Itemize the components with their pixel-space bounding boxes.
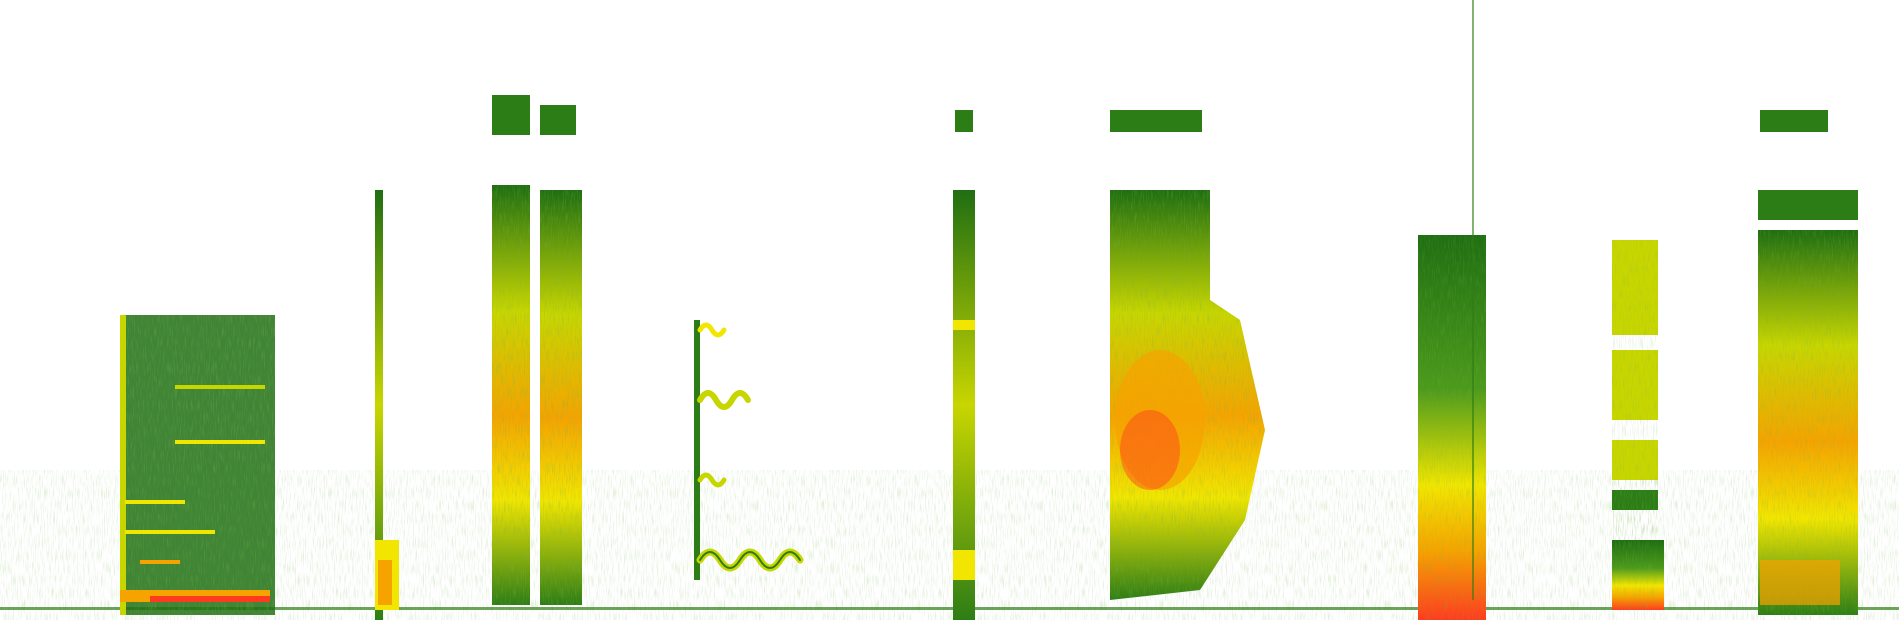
segment-4 <box>694 320 804 580</box>
baseline-band <box>0 607 1899 610</box>
background-noise <box>0 470 1899 620</box>
segment-5 <box>953 110 975 620</box>
segment-3 <box>492 95 582 605</box>
segment-8 <box>1612 240 1664 610</box>
segment-9 <box>1758 110 1858 615</box>
segment-2 <box>375 190 399 620</box>
hairline <box>1472 0 1474 600</box>
segment-1 <box>120 315 275 615</box>
segment-6 <box>1110 110 1265 600</box>
segment-7 <box>1418 235 1486 620</box>
